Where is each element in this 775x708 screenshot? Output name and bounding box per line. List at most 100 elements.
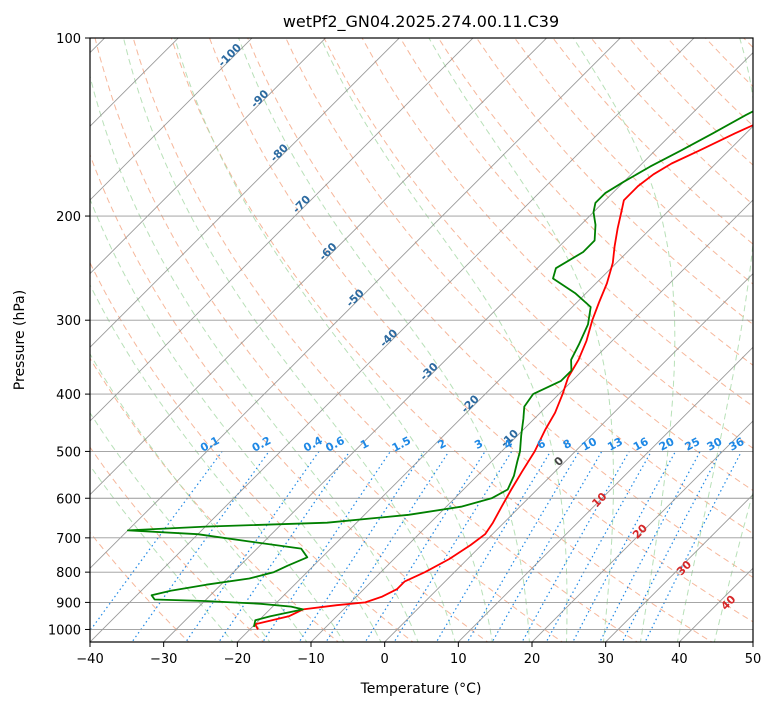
x-tick-label: 20 (524, 652, 541, 667)
x-tick-label: 40 (671, 652, 688, 667)
mixing-ratio-line (393, 451, 513, 642)
moist-adiabat-line (90, 352, 308, 642)
mixing-ratio-line (325, 451, 450, 642)
grid-lines (90, 38, 753, 642)
dry-adiabat-line (90, 261, 414, 642)
y-tick-label: 400 (56, 388, 81, 403)
isotherm-line (383, 272, 753, 642)
dry-adiabat-line (247, 38, 753, 578)
dry-adiabat-line (170, 38, 713, 642)
warm-isotherm-label: 10 (589, 490, 609, 510)
mixing-ratio-label: 30 (705, 435, 725, 454)
moist-adiabat-line (123, 38, 456, 642)
isotherm-line (90, 38, 474, 422)
isotherm-label: -80 (268, 141, 291, 164)
dewpoint-profile-line (127, 110, 753, 628)
temperature-profile-line (254, 124, 753, 630)
isotherm-line (531, 420, 753, 642)
isotherm-line (236, 125, 753, 642)
mixing-ratio-line (262, 451, 391, 642)
mixing-ratio-label: 6 (535, 437, 548, 452)
dry-adiabat-line (90, 446, 265, 642)
y-tick-label: 300 (56, 314, 81, 329)
isotherm-label: -20 (459, 392, 482, 415)
isotherm-label: -40 (377, 326, 400, 349)
moist-adiabat-line (90, 74, 419, 642)
dry-adiabat-line (437, 38, 753, 366)
isotherm-line (90, 38, 179, 127)
y-tick-label: 600 (56, 492, 81, 507)
mixing-ratio-label: 25 (683, 435, 703, 454)
mixing-ratio-line (185, 451, 320, 642)
isotherm-line (604, 493, 753, 642)
mixing-ratio-line (131, 451, 270, 642)
dry-adiabat-line (361, 38, 753, 449)
moist-adiabat-line (90, 464, 234, 642)
dry-adiabat-line (590, 38, 753, 206)
x-tick-label: −10 (297, 652, 324, 667)
mixing-ratio-label: 3 (472, 437, 485, 452)
mixing-ratio-line (218, 451, 351, 642)
isotherm-line (752, 641, 753, 642)
dry-adiabat-line (285, 38, 753, 535)
moist-adiabat-line (90, 411, 271, 642)
dry-adiabat-line (514, 38, 753, 285)
isotherm-label: -50 (344, 286, 367, 309)
y-tick-label: 800 (56, 566, 81, 581)
isotherm-label: -60 (316, 240, 339, 263)
warm-isotherm-label: 40 (718, 593, 738, 613)
x-tick-label: 10 (450, 652, 467, 667)
mixing-ratio-label: 16 (631, 435, 651, 454)
mixing-ratio-label: 36 (727, 435, 747, 454)
isotherm-label: -70 (290, 193, 313, 216)
dry-adiabat-line (476, 38, 753, 326)
moist-adiabat-line (90, 283, 345, 642)
plot-frame (89, 37, 754, 643)
mixing-ratio-line (364, 451, 486, 642)
mixing-ratio-label: 1 (358, 437, 371, 452)
y-tick-label: 200 (56, 210, 81, 225)
y-tick-label: 900 (56, 596, 81, 611)
moist-adiabat-line (90, 197, 382, 642)
y-tick-label: 100 (56, 32, 81, 47)
y-tick-label: 500 (56, 445, 81, 460)
mixing-ratio-line (466, 451, 580, 642)
dry-adiabat-line (399, 38, 753, 408)
dry-adiabat-line (90, 357, 339, 642)
mixing-ratio-label: 20 (657, 435, 677, 454)
moist-adiabat-line (572, 38, 676, 642)
mixing-ratio-line (644, 451, 743, 642)
mixing-ratio-label: 2 (436, 437, 449, 452)
mixing-ratio-label: 10 (579, 435, 599, 454)
x-tick-label: −40 (76, 652, 103, 667)
isotherm-line (90, 38, 400, 348)
x-axis-label: Temperature (°C) (360, 681, 482, 697)
y-axis-label: Pressure (hPa) (12, 290, 28, 390)
mixing-ratio-line (435, 451, 552, 642)
axes: −40 −30 −20 −10 0 10 20 30 40 50 100 200 300 400 500 60… (48, 32, 761, 667)
isotherm-line (90, 38, 548, 496)
line-labels: -100-90-80-70-60-50-40-30-20-100.1 0.2 0.4… (198, 41, 746, 613)
isotherm-line (90, 38, 253, 201)
isotherm-line (310, 199, 753, 642)
dry-adiabat-line (323, 38, 753, 492)
warm-isotherm-label: 0 (552, 454, 567, 469)
x-tick-label: −20 (224, 652, 251, 667)
x-tick-label: −30 (150, 652, 177, 667)
mixing-ratio-label: 13 (605, 435, 625, 454)
isotherm-label: -90 (248, 87, 271, 110)
mixing-ratio-line (90, 451, 223, 632)
mixing-ratio-line (298, 451, 425, 642)
chart-title: wetPf2_GN04.2025.274.00.11.C39 (283, 12, 559, 32)
dry-adiabat-line (90, 153, 489, 642)
mixing-ratio-label: 8 (561, 437, 574, 452)
isotherm-line (90, 38, 695, 642)
x-tick-label: 30 (597, 652, 614, 667)
dry-adiabat-line (743, 38, 753, 49)
isotherm-line (90, 38, 621, 569)
warm-isotherm-label: 20 (630, 521, 650, 541)
x-tick-label: 50 (745, 652, 762, 667)
mixing-ratio-line (572, 451, 677, 642)
